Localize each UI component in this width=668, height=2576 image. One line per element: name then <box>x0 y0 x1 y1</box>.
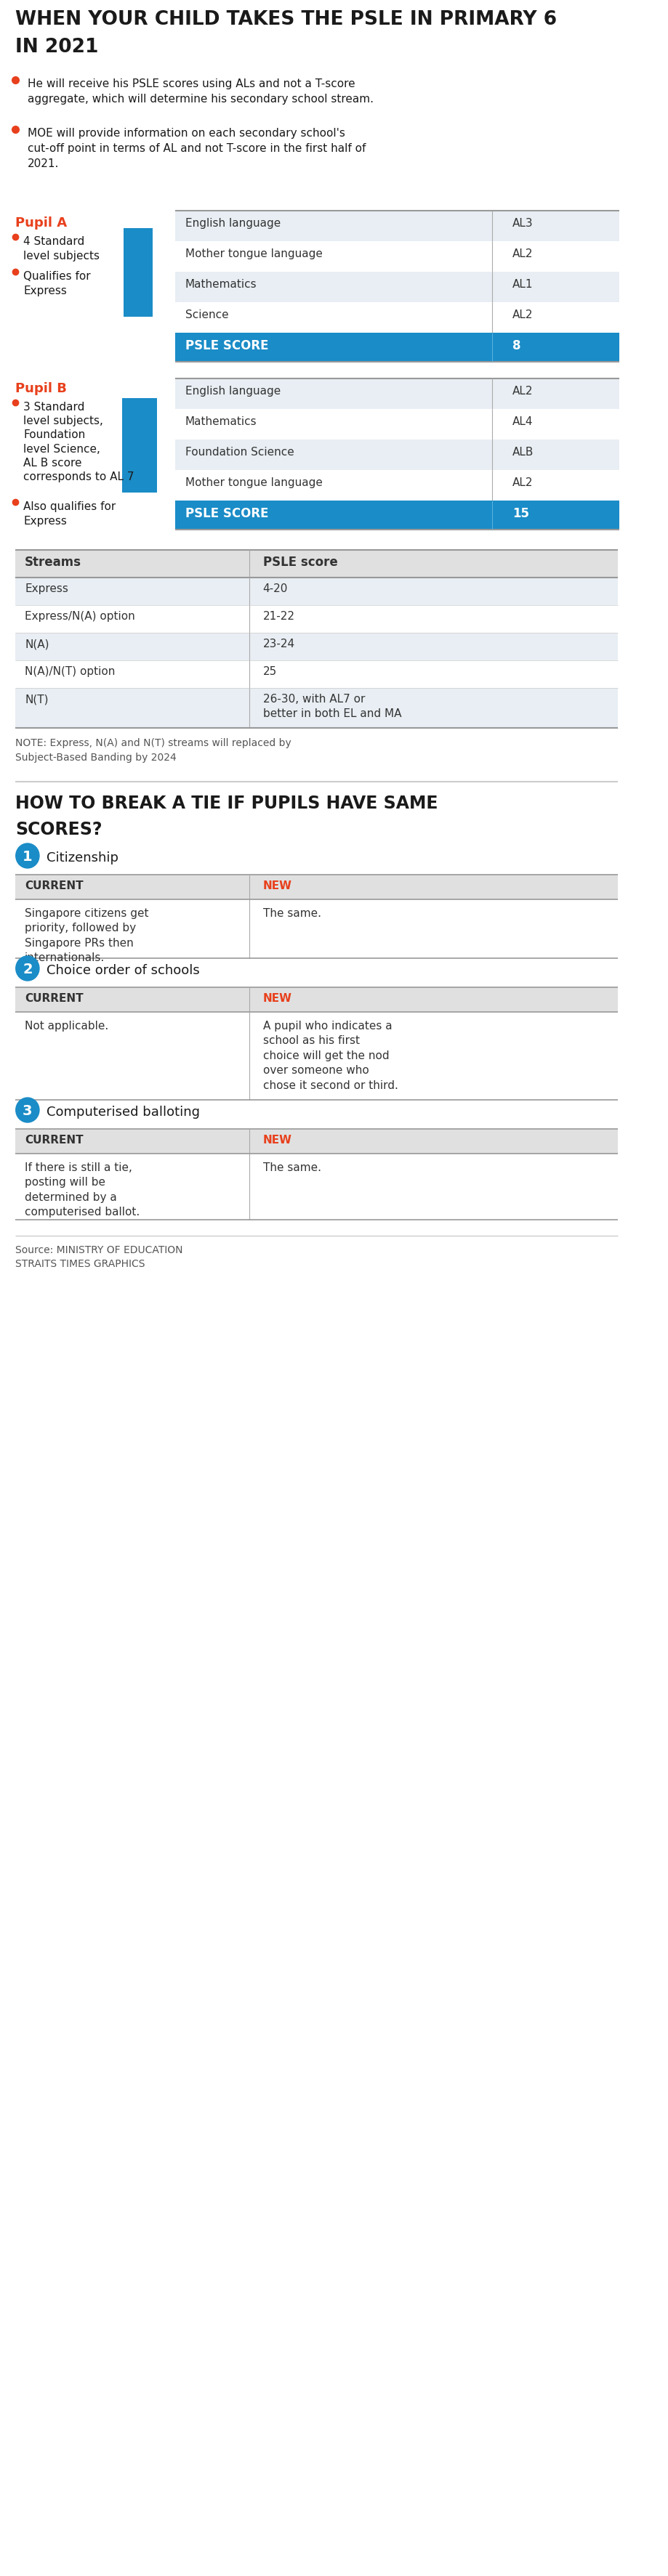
Bar <box>175 332 619 361</box>
Bar <box>15 634 617 659</box>
Text: 3: 3 <box>23 1105 32 1118</box>
Text: Mother tongue language: Mother tongue language <box>185 477 322 489</box>
Text: Not applicable.: Not applicable. <box>25 1020 108 1030</box>
Text: 8: 8 <box>512 340 520 353</box>
Bar <box>15 605 617 634</box>
Text: Mathematics: Mathematics <box>185 417 257 428</box>
Text: English language: English language <box>185 219 280 229</box>
Text: 3 Standard
level subjects,
Foundation
level Science,
AL B score
corresponds to A: 3 Standard level subjects, Foundation le… <box>23 402 134 482</box>
Text: N(A): N(A) <box>25 639 49 649</box>
Text: A pupil who indicates a
school as his first
choice will get the nod
over someone: A pupil who indicates a school as his fi… <box>263 1020 397 1090</box>
Text: PSLE SCORE: PSLE SCORE <box>185 340 268 353</box>
Bar <box>248 987 617 1012</box>
Bar <box>175 469 619 500</box>
Text: IN 2021: IN 2021 <box>15 39 98 57</box>
Bar <box>175 301 619 332</box>
Bar <box>15 688 617 729</box>
Bar <box>15 876 248 899</box>
Circle shape <box>16 956 39 981</box>
Bar <box>175 211 619 242</box>
Text: Computerised balloting: Computerised balloting <box>47 1105 200 1118</box>
Text: Citizenship: Citizenship <box>47 853 119 866</box>
Text: Mathematics: Mathematics <box>185 278 257 291</box>
Text: 25: 25 <box>263 667 277 677</box>
Text: ALB: ALB <box>512 446 533 459</box>
Bar <box>15 1012 248 1100</box>
Bar <box>248 899 617 958</box>
Text: Express/N(A) option: Express/N(A) option <box>25 611 135 621</box>
Bar <box>175 440 619 469</box>
Bar <box>15 1128 248 1154</box>
Text: AL2: AL2 <box>512 309 532 319</box>
Text: AL1: AL1 <box>512 278 532 291</box>
Bar <box>175 500 619 531</box>
Text: Pupil A: Pupil A <box>15 216 67 229</box>
Text: AL2: AL2 <box>512 247 532 260</box>
Circle shape <box>16 1097 39 1123</box>
Bar <box>175 379 619 410</box>
Text: Qualifies for
Express: Qualifies for Express <box>23 270 91 296</box>
Bar <box>15 659 617 688</box>
Text: AL3: AL3 <box>512 219 533 229</box>
Text: Also qualifies for
Express: Also qualifies for Express <box>23 502 116 526</box>
Text: 26-30, with AL7 or
better in both EL and MA: 26-30, with AL7 or better in both EL and… <box>263 693 401 719</box>
Text: NEW: NEW <box>263 1133 292 1146</box>
Text: Source: MINISTRY OF EDUCATION
STRAITS TIMES GRAPHICS: Source: MINISTRY OF EDUCATION STRAITS TI… <box>15 1244 182 1270</box>
Text: English language: English language <box>185 386 280 397</box>
Text: 4-20: 4-20 <box>263 582 287 595</box>
Text: 15: 15 <box>512 507 528 520</box>
Bar <box>248 1012 617 1100</box>
Text: 21-22: 21-22 <box>263 611 295 621</box>
Bar <box>15 987 248 1012</box>
Text: Science: Science <box>185 309 228 319</box>
Bar <box>248 876 617 899</box>
Text: Streams: Streams <box>25 556 81 569</box>
Text: CURRENT: CURRENT <box>25 994 84 1005</box>
Text: 2: 2 <box>23 963 33 976</box>
Text: N(T): N(T) <box>25 693 48 706</box>
Text: The same.: The same. <box>263 909 321 920</box>
Text: PSLE score: PSLE score <box>263 556 337 569</box>
Text: WHEN YOUR CHILD TAKES THE PSLE IN PRIMARY 6: WHEN YOUR CHILD TAKES THE PSLE IN PRIMAR… <box>15 10 556 28</box>
Text: Singapore citizens get
priority, followed by
Singapore PRs then
internationals.: Singapore citizens get priority, followe… <box>25 909 148 963</box>
Text: N(A)/N(T) option: N(A)/N(T) option <box>25 667 115 677</box>
Bar <box>175 410 619 440</box>
Text: Choice order of schools: Choice order of schools <box>47 963 200 976</box>
Text: 23-24: 23-24 <box>263 639 295 649</box>
Text: PSLE SCORE: PSLE SCORE <box>185 507 268 520</box>
Text: He will receive his PSLE scores using ALs and not a T-score
aggregate, which wil: He will receive his PSLE scores using AL… <box>27 77 373 106</box>
Text: NEW: NEW <box>263 994 292 1005</box>
Bar <box>175 242 619 270</box>
Text: The same.: The same. <box>263 1162 321 1172</box>
Text: HOW TO BREAK A TIE IF PUPILS HAVE SAME: HOW TO BREAK A TIE IF PUPILS HAVE SAME <box>15 796 438 811</box>
Text: MOE will provide information on each secondary school's
cut-off point in terms o: MOE will provide information on each sec… <box>27 129 365 170</box>
Text: Express: Express <box>25 582 68 595</box>
Text: 1: 1 <box>23 850 33 863</box>
Bar <box>175 270 619 301</box>
Bar <box>15 899 248 958</box>
Text: If there is still a tie,
posting will be
determined by a
computerised ballot.: If there is still a tie, posting will be… <box>25 1162 140 1218</box>
Bar <box>15 577 617 605</box>
Bar <box>15 549 617 577</box>
Text: CURRENT: CURRENT <box>25 881 84 891</box>
Bar <box>15 1154 248 1218</box>
Text: AL2: AL2 <box>512 386 532 397</box>
Text: SCORES?: SCORES? <box>15 822 102 837</box>
Text: NEW: NEW <box>263 881 292 891</box>
Bar <box>124 229 152 317</box>
Text: Pupil B: Pupil B <box>15 381 67 394</box>
Bar <box>248 1154 617 1218</box>
Bar <box>248 1128 617 1154</box>
Bar <box>122 399 157 492</box>
Text: Mother tongue language: Mother tongue language <box>185 247 322 260</box>
Text: Foundation Science: Foundation Science <box>185 446 294 459</box>
Text: NOTE: Express, N(A) and N(T) streams will replaced by
Subject-Based Banding by 2: NOTE: Express, N(A) and N(T) streams wil… <box>15 739 291 762</box>
Circle shape <box>16 842 39 868</box>
Text: 4 Standard
level subjects: 4 Standard level subjects <box>23 237 100 260</box>
Text: CURRENT: CURRENT <box>25 1133 84 1146</box>
Text: AL4: AL4 <box>512 417 532 428</box>
Text: AL2: AL2 <box>512 477 532 489</box>
